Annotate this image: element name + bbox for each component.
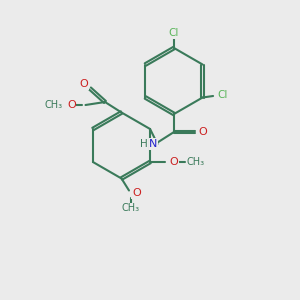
Text: O: O	[67, 100, 76, 110]
Text: O: O	[80, 79, 88, 89]
Text: O: O	[198, 127, 207, 137]
Text: H: H	[140, 139, 148, 149]
Text: CH₃: CH₃	[122, 203, 140, 214]
Text: CH₃: CH₃	[45, 100, 63, 110]
Text: N: N	[149, 139, 158, 149]
Text: Cl: Cl	[217, 89, 227, 100]
Text: O: O	[132, 188, 141, 199]
Text: Cl: Cl	[169, 28, 179, 38]
Text: O: O	[169, 157, 178, 167]
Text: CH₃: CH₃	[186, 157, 204, 167]
